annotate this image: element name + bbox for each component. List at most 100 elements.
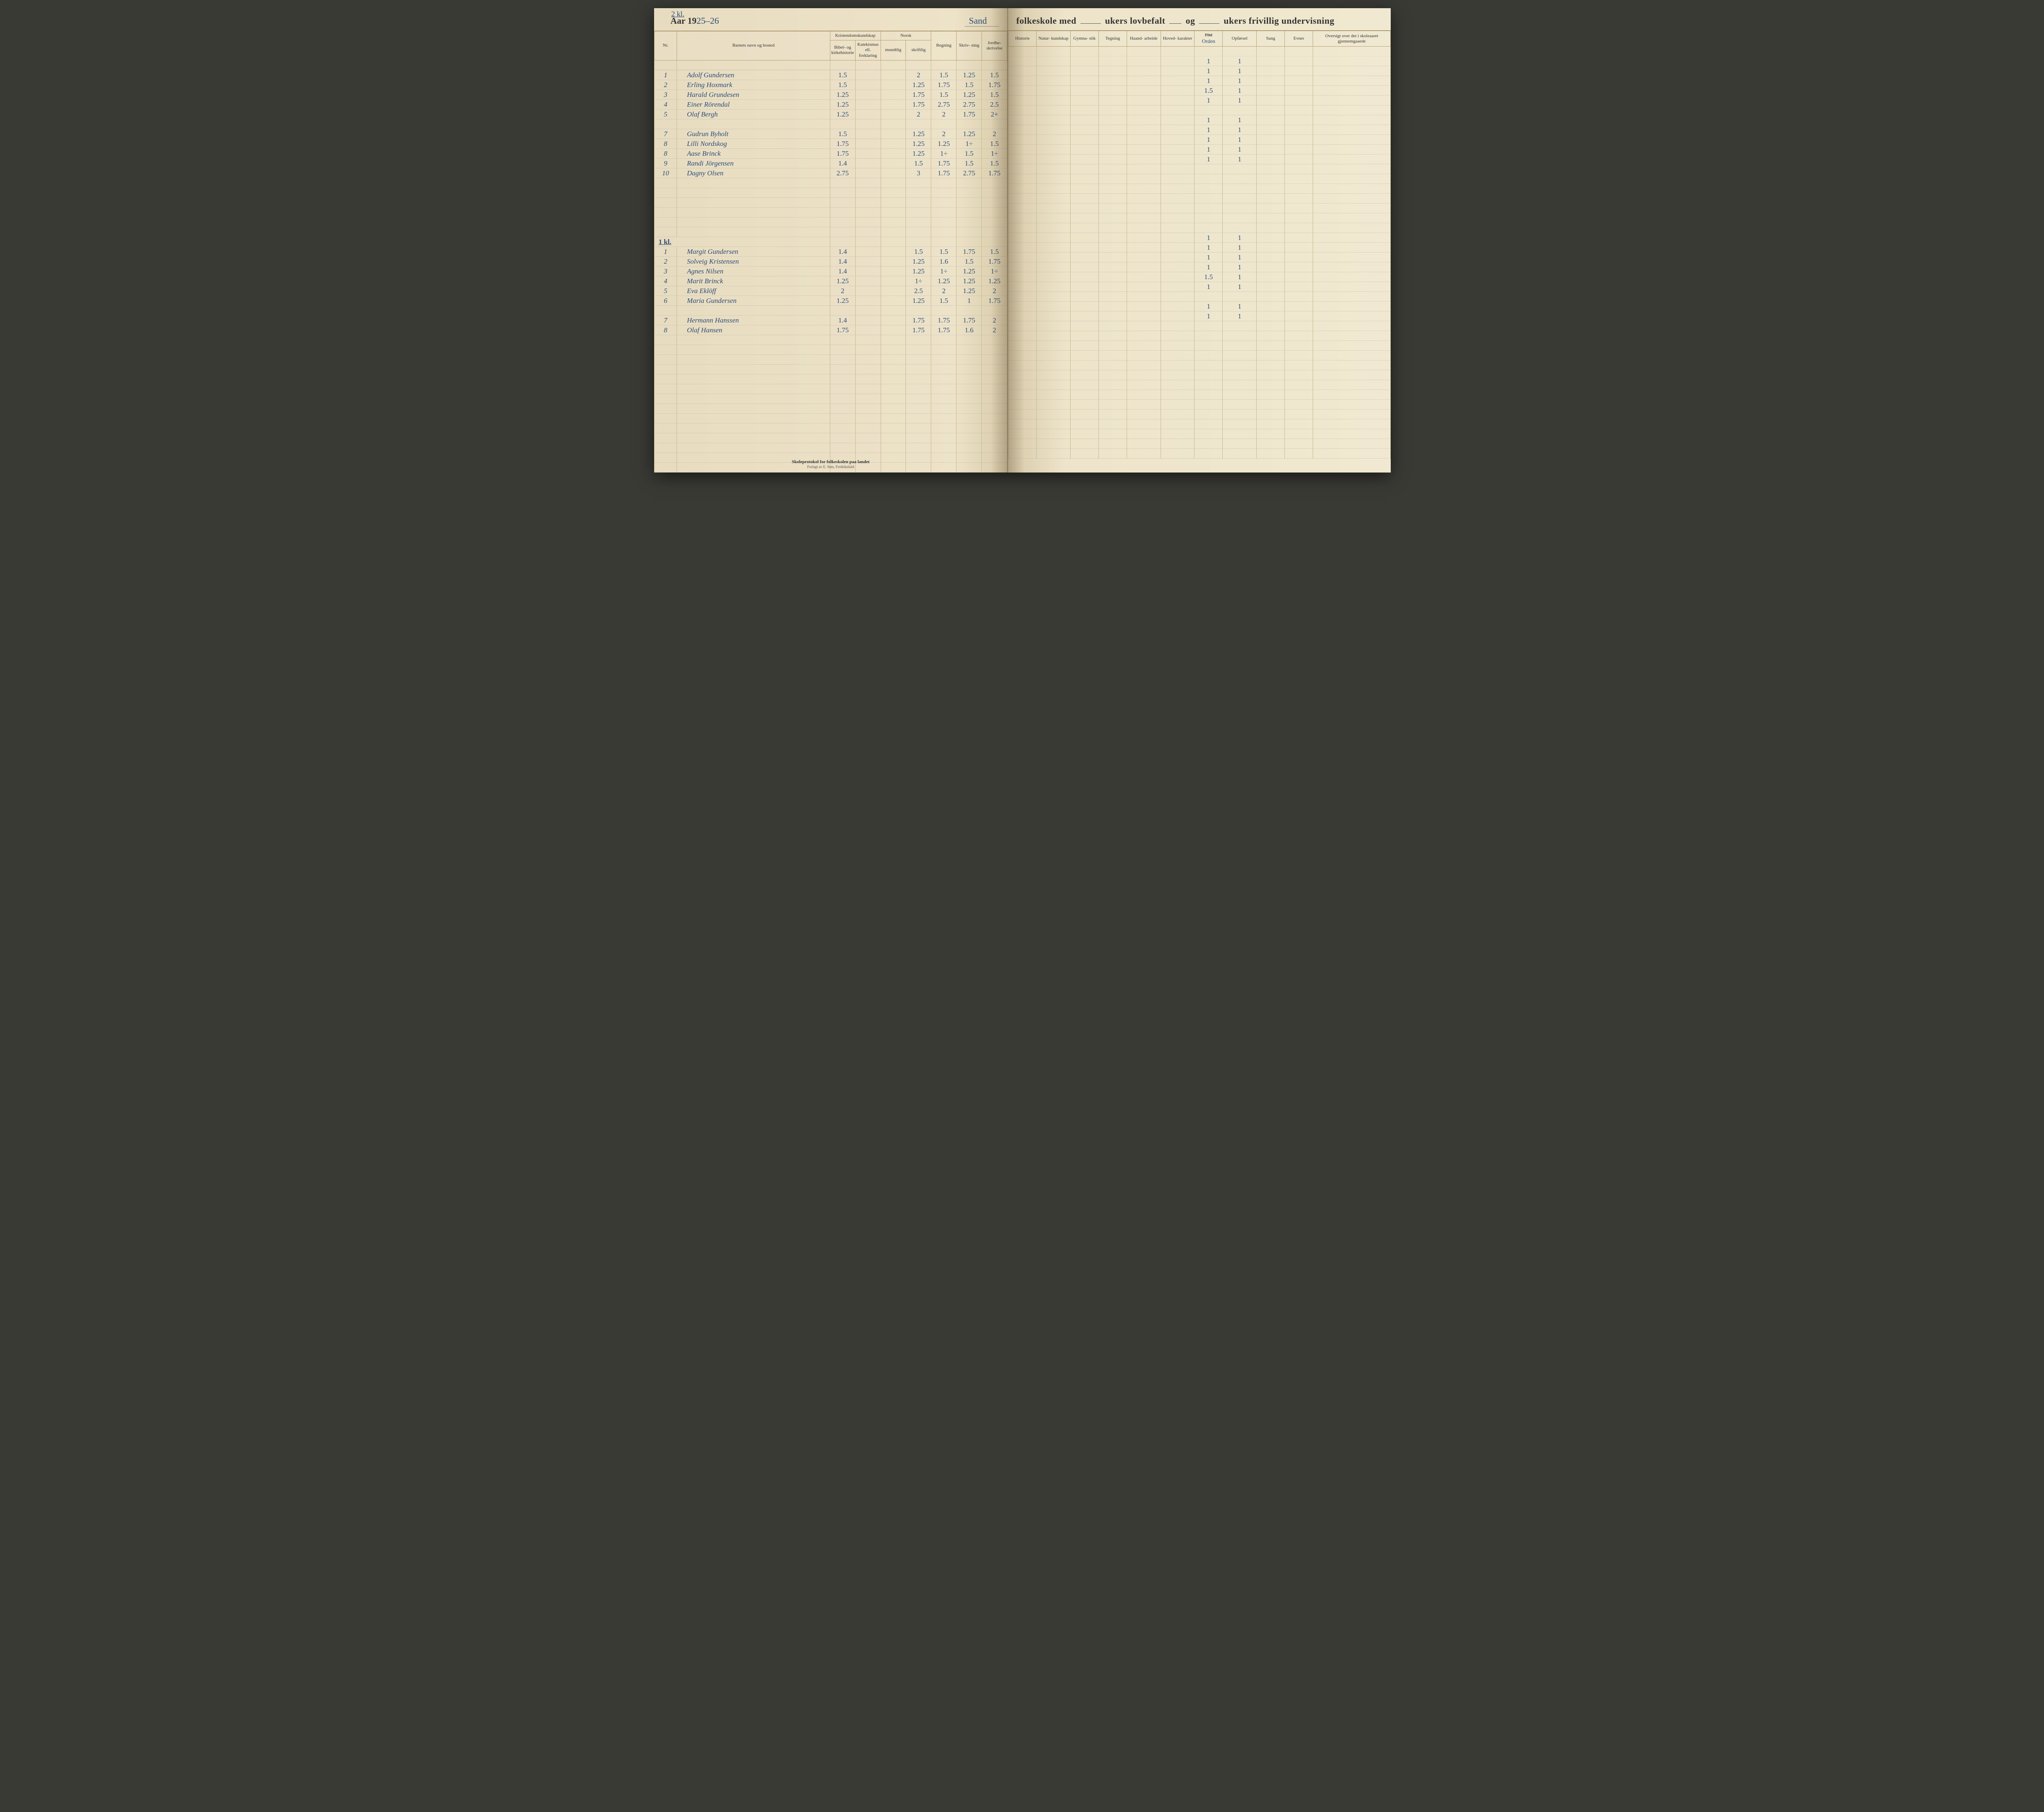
- cell-grade: [855, 306, 881, 316]
- cell-grade: [1285, 233, 1313, 243]
- cell-grade: 1.4: [830, 159, 855, 168]
- cell-grade: [1161, 56, 1195, 66]
- cell-grade: [855, 80, 881, 90]
- cell-grade: [1161, 86, 1195, 96]
- cell-grade: 1: [1195, 233, 1223, 243]
- cell-grade: [1070, 66, 1098, 76]
- cell-grade: [855, 149, 881, 159]
- cell-grade: [906, 119, 931, 129]
- cell-grade: [1285, 311, 1313, 321]
- cell-grade: [1009, 125, 1037, 135]
- cell-grade: 1.4: [830, 247, 855, 257]
- table-row: [654, 119, 1007, 129]
- cell-grade: 1.5: [830, 129, 855, 139]
- cell-grade: [830, 119, 855, 129]
- cell-grade: [1098, 135, 1127, 145]
- cell-grade: [1037, 262, 1071, 272]
- cell-grade: 1.75: [906, 100, 931, 110]
- cell-grade: [1161, 155, 1195, 164]
- cell-grade: [1009, 272, 1037, 282]
- cell-grade: 1.25: [830, 100, 855, 110]
- cell-grade: 2: [931, 110, 957, 119]
- cell-grade: [1285, 56, 1313, 66]
- table-row: 7Gudrun Byholt1.51.2521.252: [654, 129, 1007, 139]
- cell-grade: [881, 306, 906, 316]
- cell-grade: [1313, 86, 1391, 96]
- col-jord: Jordbe- skrivelse: [982, 31, 1007, 60]
- cell-grade: 1.5: [830, 70, 855, 80]
- cell-grade: [1009, 243, 1037, 253]
- cell-grade: 1.75: [931, 316, 957, 325]
- cell-grade: [1070, 155, 1098, 164]
- table-row: 11: [1009, 253, 1391, 262]
- table-row: 2Erling Hoxmark1.51.251.751.51.75: [654, 80, 1007, 90]
- table-row: 11: [1009, 115, 1391, 125]
- col-tegning: Tegning: [1098, 31, 1127, 47]
- cell-grade: [1285, 125, 1313, 135]
- table-row: 8Lilli Nordskog1.751.251.251÷1.5: [654, 139, 1007, 149]
- table-row: 11: [1009, 135, 1391, 145]
- cell-name: Maria Gundersen: [677, 296, 830, 306]
- cell-grade: 1.75: [906, 325, 931, 335]
- cell-nr: 8: [654, 139, 677, 149]
- cell-grade: [1257, 86, 1285, 96]
- cell-grade: [855, 276, 881, 286]
- cell-grade: [1257, 155, 1285, 164]
- cell-grade: 1.75: [931, 80, 957, 90]
- cell-grade: [881, 267, 906, 276]
- cell-grade: 1: [1195, 66, 1223, 76]
- cell-grade: [881, 129, 906, 139]
- cell-grade: 1.5: [906, 247, 931, 257]
- cell-grade: [1037, 86, 1071, 96]
- cell-grade: [1313, 76, 1391, 86]
- cell-grade: 1.25: [906, 139, 931, 149]
- cell-grade: [855, 129, 881, 139]
- cell-grade: [1098, 115, 1127, 125]
- cell-grade: [881, 159, 906, 168]
- right-table-body: 1111111.51111111111111111111111.51111111: [1009, 47, 1391, 459]
- cell-grade: 1.25: [830, 296, 855, 306]
- cell-grade: [1009, 56, 1037, 66]
- cell-grade: [855, 168, 881, 178]
- cell-grade: 1.25: [830, 90, 855, 100]
- cell-grade: [1285, 243, 1313, 253]
- right-table-head: Historie Natur- kundskap Gymna- stik Teg…: [1009, 31, 1391, 47]
- cell-grade: [1070, 302, 1098, 311]
- cell-name: Dagny Olsen: [677, 168, 830, 178]
- cell-name: [677, 119, 830, 129]
- title-d: ukers frivillig undervisning: [1224, 16, 1334, 26]
- cell-grade: [1127, 135, 1161, 145]
- cell-grade: 2.75: [957, 100, 982, 110]
- cell-grade: [1098, 66, 1127, 76]
- cell-grade: 2: [906, 110, 931, 119]
- cell-grade: [1257, 96, 1285, 105]
- cell-grade: [1070, 262, 1098, 272]
- blank-mid: [1169, 17, 1181, 24]
- cell-grade: [1161, 302, 1195, 311]
- cell-grade: [1195, 292, 1223, 302]
- cell-grade: 1.25: [957, 70, 982, 80]
- cell-grade: [1285, 145, 1313, 155]
- cell-grade: 1.5: [982, 159, 1007, 168]
- table-row: 11: [1009, 262, 1391, 272]
- cell-grade: [1161, 96, 1195, 105]
- cell-grade: [881, 325, 906, 335]
- cell-grade: [1195, 105, 1223, 115]
- cell-grade: 1.75: [830, 149, 855, 159]
- cell-grade: [1009, 66, 1037, 76]
- right-grade-table: Historie Natur- kundskap Gymna- stik Teg…: [1008, 31, 1391, 459]
- cell-grade: [855, 139, 881, 149]
- cell-grade: 1.75: [931, 168, 957, 178]
- cell-grade: 1.4: [830, 257, 855, 267]
- cell-grade: 1.5: [906, 159, 931, 168]
- cell-grade: [1070, 233, 1098, 243]
- class-annotation: 2 kl.: [671, 10, 684, 18]
- cell-grade: [1313, 311, 1391, 321]
- cell-nr: 3: [654, 90, 677, 100]
- cell-grade: [1127, 56, 1161, 66]
- cell-grade: [881, 168, 906, 178]
- cell-name: Gudrun Byholt: [677, 129, 830, 139]
- cell-grade: 1: [1195, 253, 1223, 262]
- cell-grade: [1313, 253, 1391, 262]
- cell-grade: 1: [1195, 145, 1223, 155]
